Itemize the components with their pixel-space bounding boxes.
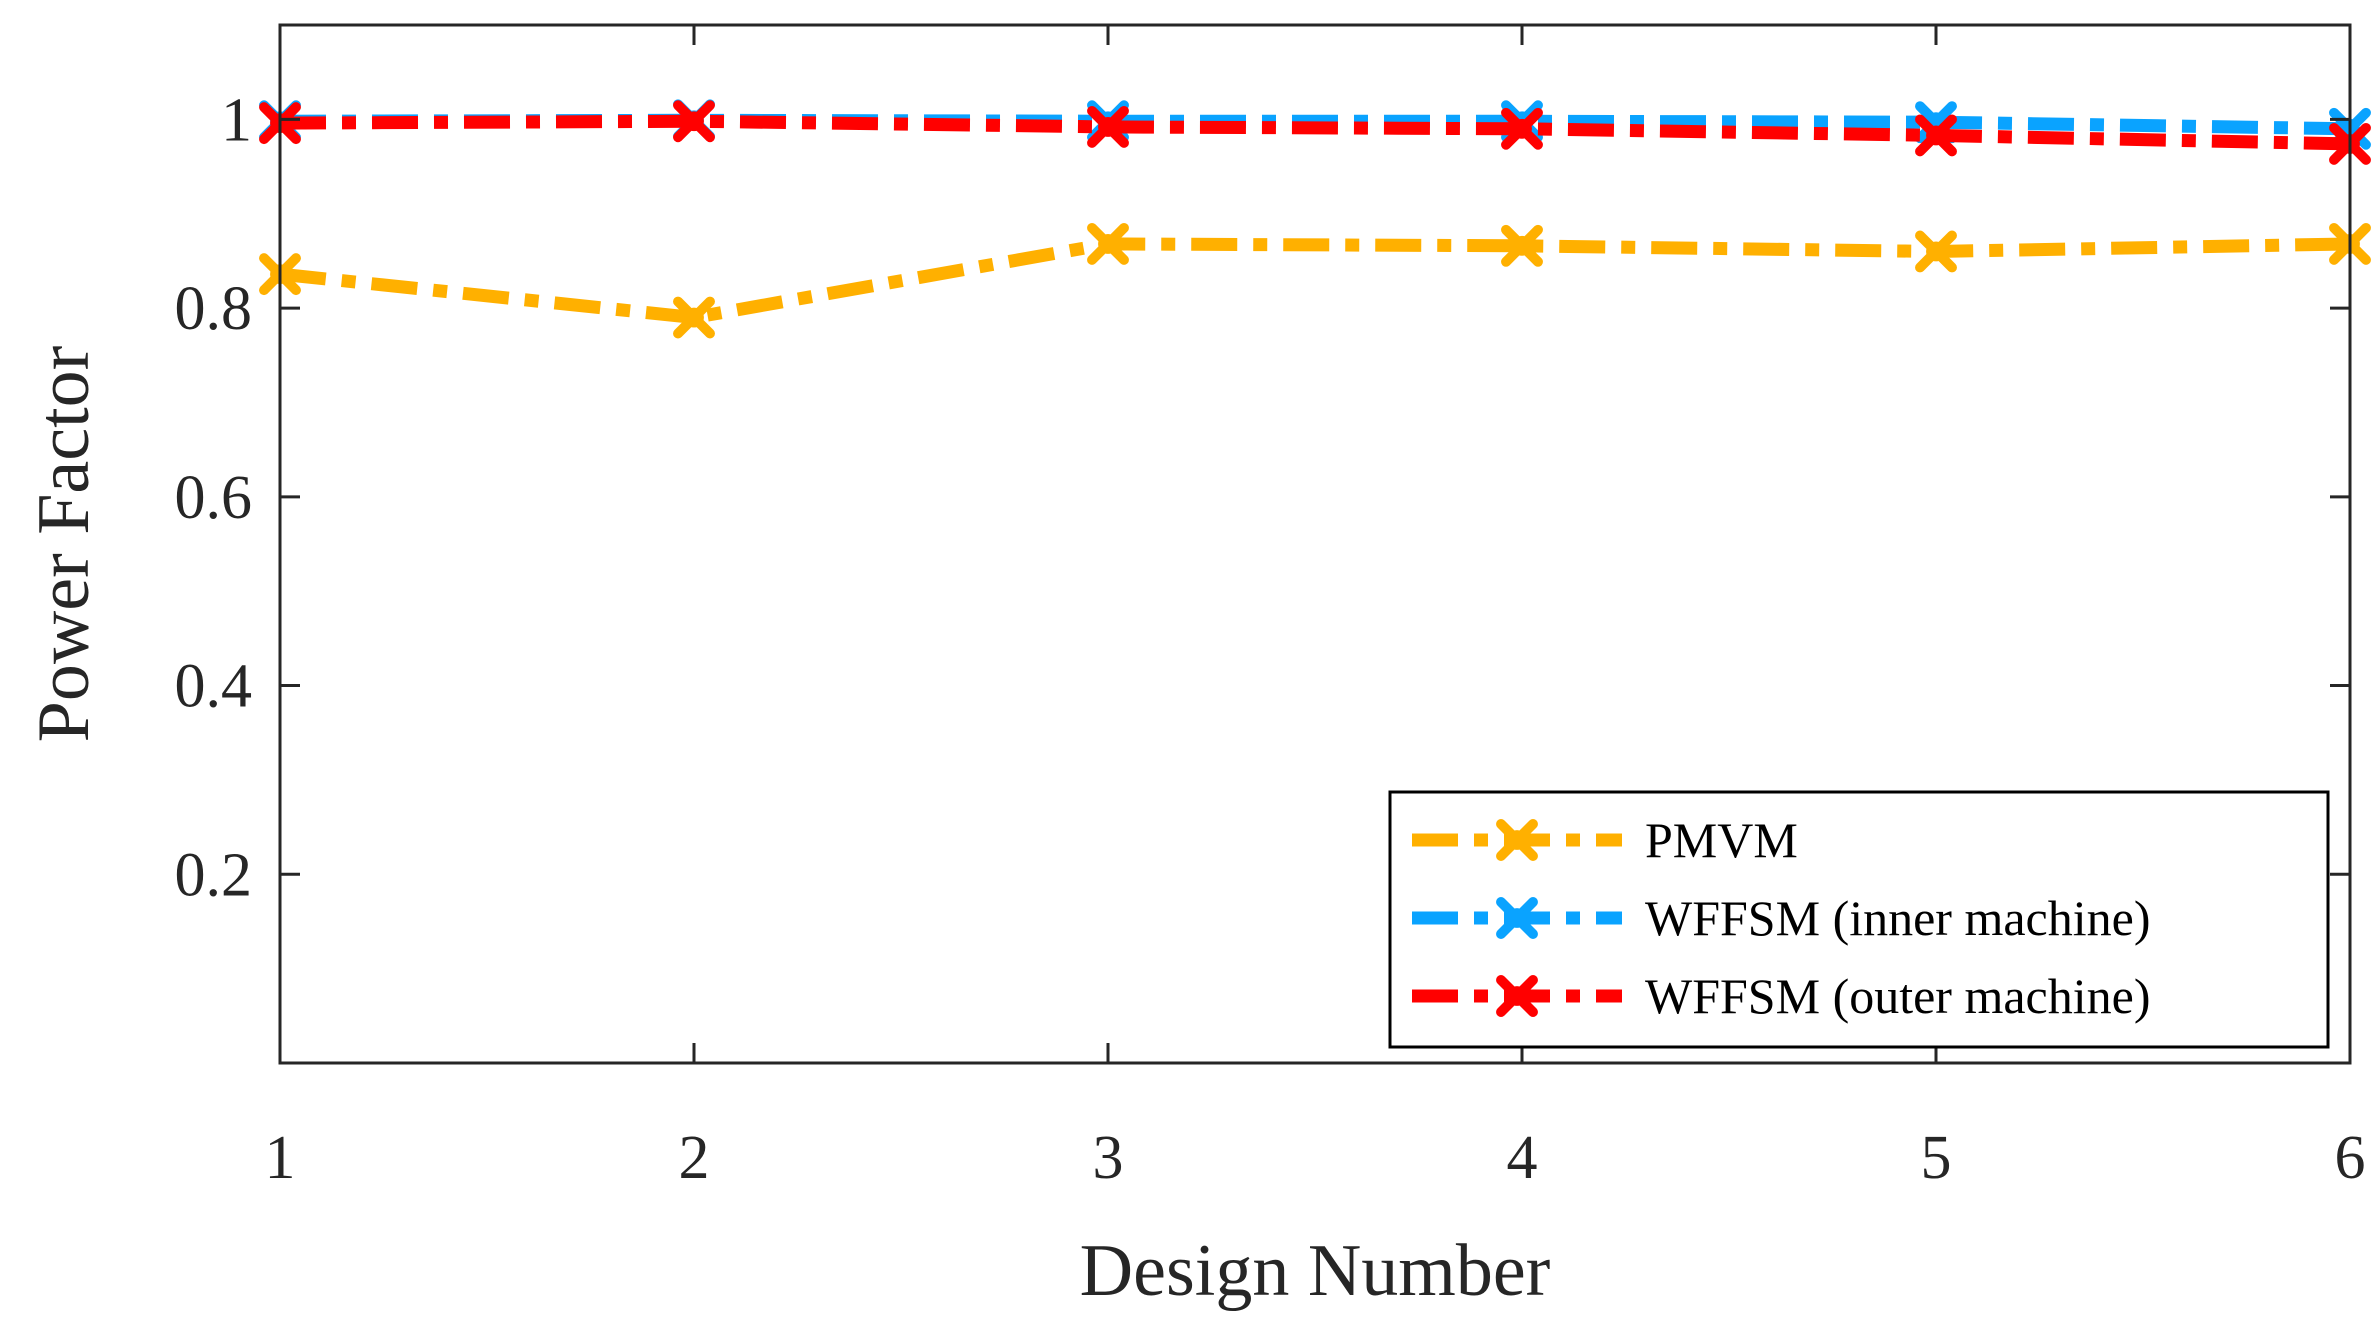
series-line-3 [279, 114, 2351, 151]
x-axis-title: Design Number [1080, 1230, 1551, 1312]
x-tick-label: 5 [1921, 1124, 1952, 1192]
legend-marker-3 [1496, 975, 1538, 1017]
legend-marker-2 [1496, 897, 1538, 939]
x-tick-label: 6 [2335, 1124, 2366, 1192]
legend-label-3: WFFSM (outer machine) [1645, 968, 2150, 1024]
legend-marker-1 [1496, 819, 1538, 861]
series-1-point-3 [1087, 222, 1129, 265]
series-3-point-4 [1501, 107, 1543, 150]
legend-label-2: WFFSM (inner machine) [1645, 890, 2150, 946]
series-3-point-3 [1087, 105, 1129, 148]
y-tick-label: 0.6 [175, 464, 253, 532]
legend-label-1: PMVM [1645, 812, 1798, 868]
series-1-point-5 [1915, 230, 1957, 273]
series-3-point-2 [673, 100, 715, 143]
y-axis-title: Power Factor [23, 346, 105, 743]
plot-area-frame [278, 23, 2352, 1065]
series-3-point-5 [1915, 114, 1957, 157]
y-tick-label: 0.8 [175, 275, 253, 343]
series-1-point-4 [1501, 224, 1543, 267]
series-layer [259, 99, 2371, 339]
x-tick-label: 3 [1093, 1124, 1124, 1192]
x-tick-label: 1 [265, 1124, 296, 1192]
x-tick-label: 2 [679, 1124, 710, 1192]
series-1-point-2 [673, 296, 715, 339]
series-line-1 [279, 237, 2351, 325]
y-tick-label: 0.4 [175, 653, 253, 721]
x-tick-label: 4 [1507, 1124, 1538, 1192]
ticks-layer: 1 2 3 4 5 6 0.2 0.4 0.6 0.8 1 [175, 25, 2366, 1192]
y-tick-label: 1 [221, 86, 252, 154]
y-tick-label: 0.2 [175, 841, 253, 909]
legend: PMVM WFFSM (inner machine) WFFSM (outer ma… [1388, 790, 2330, 1049]
